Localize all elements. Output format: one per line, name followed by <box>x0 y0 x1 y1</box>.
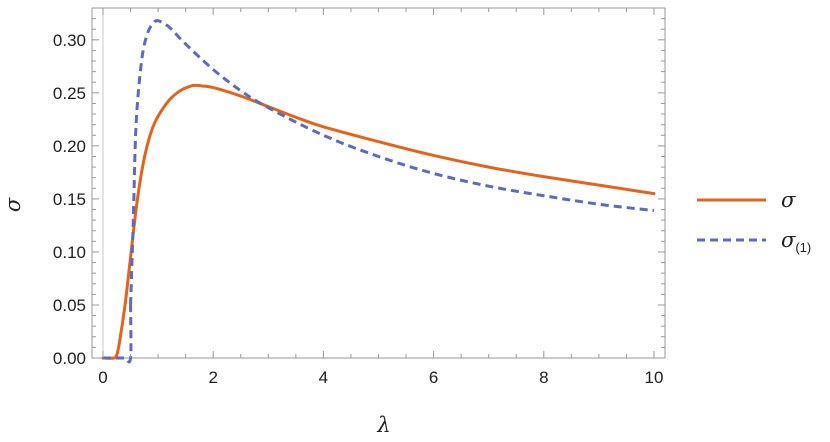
x-axis-label: λ <box>376 413 390 437</box>
y-tick-label: 0.20 <box>53 137 86 156</box>
y-axis-ticks: 0.00 0.05 0.10 0.15 0.20 0.25 0.30 <box>53 7 665 368</box>
legend: σ σ(1) <box>697 188 811 255</box>
legend-label-sigma-1: σ(1) <box>781 228 811 255</box>
x-tick-label: 0 <box>98 368 107 387</box>
x-tick-label: 10 <box>645 368 664 387</box>
y-tick-label: 0.10 <box>53 243 86 262</box>
x-tick-label: 8 <box>539 368 548 387</box>
legend-label-sigma: σ <box>781 188 796 212</box>
sigma-series-line <box>101 83 656 360</box>
x-tick-label: 4 <box>319 368 328 387</box>
y-axis-label: σ <box>1 197 25 212</box>
x-tick-label: 6 <box>429 368 438 387</box>
y-tick-label: 0.30 <box>53 31 86 50</box>
x-tick-label: 2 <box>208 368 217 387</box>
x-axis-ticks: 0 2 4 6 8 10 <box>98 8 663 387</box>
y-tick-label: 0.15 <box>53 190 86 209</box>
y-tick-label: 0.05 <box>53 296 86 315</box>
series-layer <box>101 19 656 364</box>
y-tick-label: 0.25 <box>53 84 86 103</box>
y-tick-label: 0.00 <box>53 349 86 368</box>
sigma-1-series-line <box>103 19 655 364</box>
